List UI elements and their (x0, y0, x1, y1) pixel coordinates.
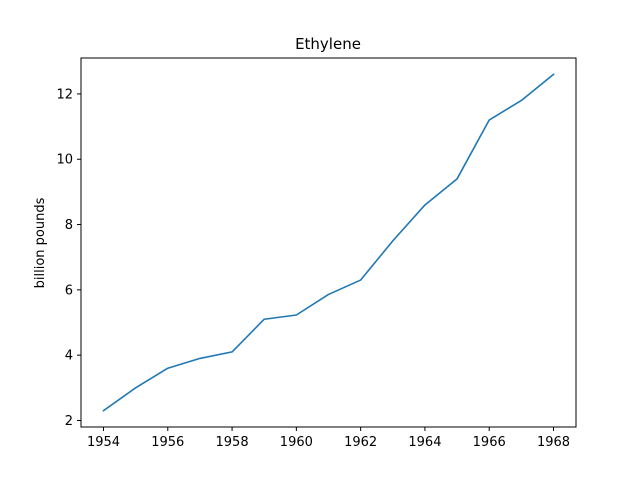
y-tick-label: 10 (56, 153, 73, 168)
chart-title: Ethylene (295, 35, 361, 53)
y-tick-label: 12 (56, 87, 73, 102)
x-tick-label: 1956 (151, 435, 184, 450)
x-tick-label: 1960 (280, 435, 313, 450)
x-tick-label: 1958 (216, 435, 249, 450)
y-tick-label: 6 (65, 283, 73, 298)
y-axis-label: billion pounds (33, 197, 48, 288)
series-line (102, 73, 555, 412)
plot-frame (80, 57, 577, 428)
y-tick-label: 2 (65, 414, 73, 429)
x-tick-label: 1968 (537, 435, 570, 450)
x-tick-label: 1964 (408, 435, 441, 450)
axis-ticks: 1954 1956 1958 1960 1962 1964 1966 1968 2 4 6 8 10 12 (56, 87, 570, 450)
y-tick-label: 4 (65, 349, 73, 364)
x-tick-label: 1962 (344, 435, 377, 450)
y-tick-label: 8 (65, 218, 73, 233)
x-tick-label: 1954 (87, 435, 120, 450)
plot-series (102, 73, 555, 412)
x-tick-label: 1966 (473, 435, 506, 450)
